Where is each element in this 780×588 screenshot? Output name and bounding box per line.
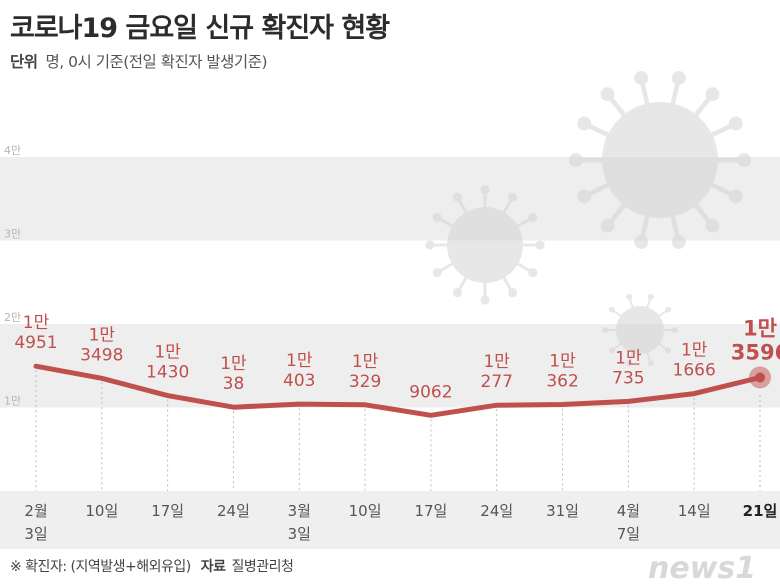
footer-note: ※ 확진자: (지역발생+해외유입)	[10, 559, 191, 575]
x-tick-label: 24일	[480, 502, 513, 520]
data-label: 38	[223, 374, 245, 394]
data-label: 4951	[14, 333, 57, 353]
data-label: 403	[283, 371, 315, 391]
data-label-prefix: 1만	[286, 351, 313, 371]
series-line	[33, 363, 763, 418]
data-label: 735	[612, 368, 644, 388]
data-label-prefix: 1만	[154, 343, 181, 363]
x-tick-label: 14일	[678, 502, 711, 520]
data-label-prefix: 1만	[549, 351, 576, 371]
unit-label: 단위	[10, 53, 38, 71]
data-label: 362	[546, 371, 578, 391]
data-label-prefix: 1만	[615, 348, 642, 368]
page-title: 코로나19 금요일 신규 확진자 현황	[10, 13, 390, 44]
x-tick-label: 10일	[349, 502, 382, 520]
y-tick-label: 4만	[4, 144, 21, 157]
y-tick-label: 3만	[4, 228, 21, 241]
data-label-prefix: 1만	[483, 352, 510, 372]
unit-note: 단위 명, 0시 기준(전일 확진자 발생기준)	[10, 50, 268, 72]
x-tick-label: 7일	[617, 525, 640, 543]
y-tick-label: 2만	[4, 311, 21, 324]
x-tick-label: 24일	[217, 502, 250, 520]
source-text: 질병관리청	[231, 559, 294, 575]
virus-small	[602, 293, 678, 367]
logo-text: news1	[648, 551, 756, 586]
x-tick-label: 3월	[288, 502, 311, 520]
data-label-prefix: 1만	[743, 316, 777, 340]
data-label: 1430	[146, 363, 189, 383]
data-label: 9062	[409, 382, 452, 402]
data-labels: 49511만34981만14301만381만4031만3291만90622771…	[14, 313, 780, 402]
data-label: 1666	[673, 361, 716, 381]
x-guide-lines	[35, 370, 761, 491]
data-label: 3596	[731, 340, 780, 364]
data-label-prefix: 1만	[352, 352, 379, 372]
data-label-prefix: 1만	[89, 325, 116, 345]
x-tick-label: 17일	[151, 502, 184, 520]
x-tick-label: 17일	[414, 502, 447, 520]
footer: ※ 확진자: (지역발생+해외유입) 자료 질병관리청	[10, 556, 294, 576]
x-axis-strip	[0, 491, 780, 549]
highlight-point	[755, 372, 765, 383]
data-label-prefix: 1만	[220, 354, 247, 374]
virus-large	[568, 71, 752, 249]
y-tick-labels: 1만 2만 3만 4만	[4, 144, 21, 408]
data-points	[749, 366, 771, 389]
unit-text: 명, 0시 기준(전일 확진자 발생기준)	[45, 53, 268, 71]
virus-illustration	[425, 71, 752, 367]
source-label: 자료	[200, 559, 226, 575]
x-tick-labels: 2월 3일 10일 17일 24일 3월 3일 10일 17일 24일 31일 4월 7일 14일 21일	[24, 502, 777, 543]
x-tick-label: 21일	[743, 502, 778, 520]
x-tick-label: 2월	[24, 502, 47, 520]
x-tick-label: 3일	[24, 525, 47, 543]
x-tick-label: 31일	[546, 502, 579, 520]
x-tick-label: 3일	[288, 525, 311, 543]
data-label-prefix: 1만	[681, 341, 708, 361]
news1-logo: news1	[648, 551, 756, 586]
data-label: 3498	[80, 345, 123, 365]
data-label-prefix: 1만	[23, 313, 50, 333]
data-label: 277	[481, 372, 513, 392]
virus-medium	[425, 185, 545, 305]
data-label: 329	[349, 372, 381, 392]
x-tick-label: 4월	[617, 502, 640, 520]
x-tick-label: 10일	[85, 502, 118, 520]
y-tick-label: 1만	[4, 395, 21, 408]
